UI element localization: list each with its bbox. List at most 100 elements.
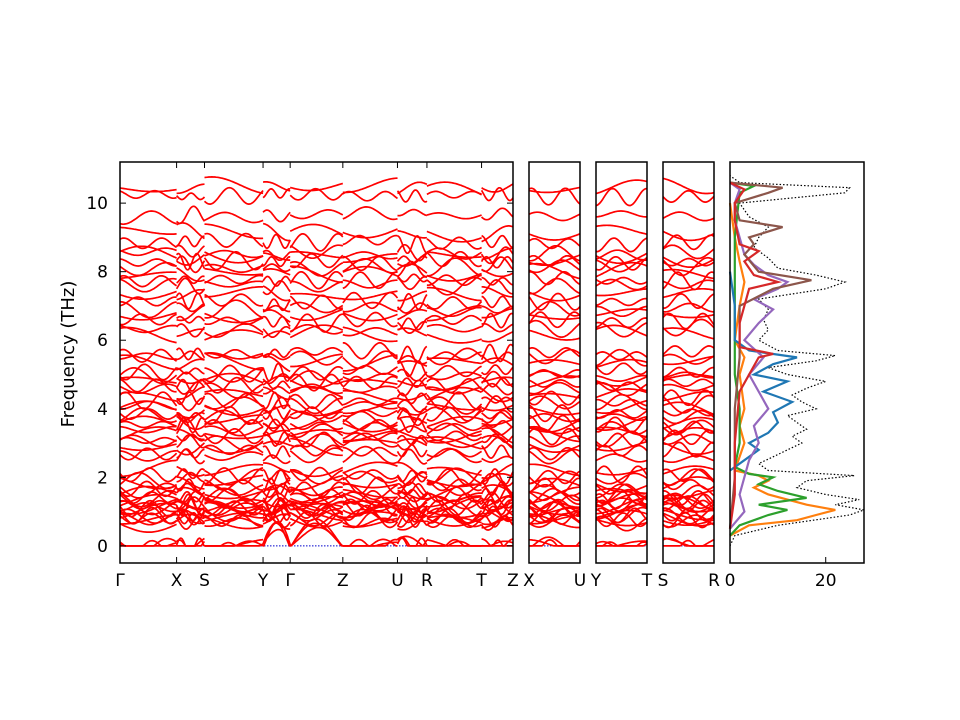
kpoint-label: X [171,571,183,591]
kpoint-label: U [574,571,586,591]
band-line-38 [662,394,715,414]
band-line-3 [596,541,648,547]
band-line-43 [528,375,581,388]
band-line-23 [662,468,715,486]
band-line-57 [595,276,648,285]
band-line-43 [662,373,715,381]
band-line-49 [528,329,581,341]
band-line-40 [528,392,581,399]
kpoint-label: U [391,571,403,591]
band-line-63 [595,237,648,253]
band-line-47 [662,353,715,365]
band-line-54 [595,297,648,307]
band-line-45 [662,366,715,378]
band-line-60 [662,257,715,267]
band-line-61 [595,252,648,265]
band-line-67 [119,176,514,196]
band-line-28 [662,441,715,455]
kpoint-label: T [475,571,487,591]
band-line-66 [528,187,581,206]
band-line-62 [595,249,648,261]
band-line-9 [595,507,648,524]
panel-frame [662,161,715,564]
kpoint-label: Γ [115,571,125,591]
band-line-6 [595,512,648,528]
dos-x-tick-label: 20 [815,571,837,591]
y-tick-label: 6 [97,331,108,351]
band-line-58 [528,262,581,280]
band-line-27 [662,441,715,458]
band-line-37 [595,399,648,414]
band-line-60 [595,256,648,271]
band-line-59 [528,259,581,274]
band-line-67 [528,186,581,194]
band-line-34 [528,419,581,433]
band-line-33 [662,420,715,434]
band-line-34 [595,415,648,431]
band-line-52 [595,308,648,317]
band-line-24 [595,465,648,484]
kpoint-label: S [199,571,210,591]
band-line-65 [595,210,647,218]
y-tick-label: 8 [97,263,108,283]
band-line-48 [662,345,715,358]
band-line-32 [662,419,715,436]
band-line-21 [662,478,715,491]
band-line-66 [119,186,514,205]
band-line-49 [662,327,715,340]
band-line-39 [596,398,648,407]
band-line-30 [595,432,648,448]
band-line-48 [119,341,514,363]
y-tick-label: 10 [86,194,108,214]
band-line-63 [119,232,513,255]
y-tick-label: 2 [97,468,108,488]
band-line-57 [119,270,514,290]
kpoint-label: X [523,571,535,591]
band-line-50 [595,321,648,338]
band-line-48 [595,351,648,361]
band-line-22 [595,483,648,493]
band-line-1 [596,540,647,547]
band-line-13 [662,500,715,513]
band-line-64 [528,233,581,241]
band-line-47 [595,348,648,367]
band-line-56 [119,275,514,296]
band-line-29 [528,435,581,448]
band-line-12 [595,499,648,513]
band-line-37 [528,406,581,416]
dos-series-red [728,181,783,529]
band-line-62 [119,243,514,265]
band-line-55 [528,291,581,302]
band-line-45 [119,360,514,383]
band-line-35 [662,409,715,425]
band-line-39 [528,390,581,406]
band-line-42 [662,378,715,388]
band-line-15 [595,493,648,510]
band-line-53 [120,299,513,319]
band-line-55 [662,287,715,299]
band-line-23 [595,472,648,485]
band-line-20 [596,483,648,499]
band-line-52 [662,312,715,319]
band-line-36 [595,409,648,419]
dos-series-total [729,175,867,547]
y-tick-label: 4 [97,400,108,420]
band-line-59 [662,256,715,277]
kpoint-label: S [658,571,669,591]
kpoint-label: R [421,571,433,591]
band-line-25 [595,467,648,476]
band-line-10 [662,509,715,521]
band-line-33 [595,416,648,433]
kpoint-label: T [641,571,653,591]
dos-x-tick-label: 0 [725,571,736,591]
kpoint-label: R [708,571,720,591]
band-line-67 [662,177,715,195]
dos-series-green [729,181,807,537]
band-line-62 [528,244,581,262]
band-line-47 [119,347,514,370]
panel-frame [528,161,581,564]
